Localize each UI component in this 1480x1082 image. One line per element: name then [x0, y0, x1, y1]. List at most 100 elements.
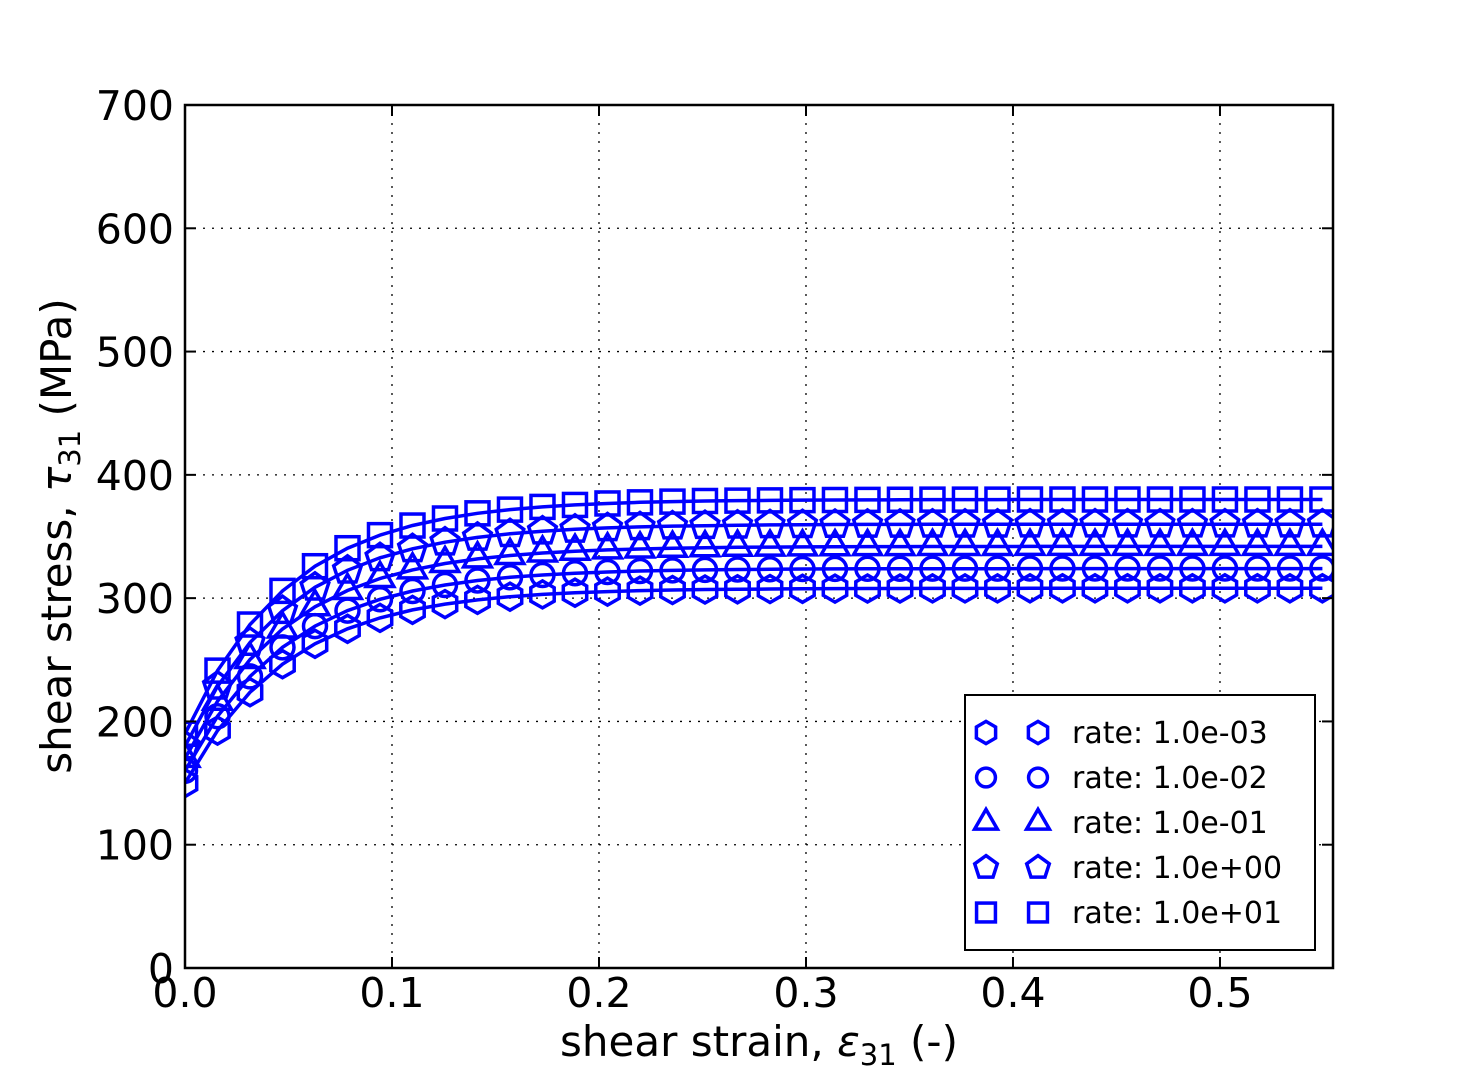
marker-circle [1276, 555, 1304, 582]
marker-triangle [753, 527, 787, 557]
marker-pentagon [1111, 507, 1144, 538]
marker-pentagon [429, 525, 461, 556]
marker-hexagon [1026, 719, 1050, 746]
marker-triangle [720, 527, 755, 558]
marker-square [886, 486, 914, 514]
marker-square [185, 720, 199, 748]
marker-square [691, 487, 719, 515]
marker-pentagon [916, 507, 949, 538]
marker-hexagon [561, 577, 589, 609]
x-axis-label-suffix: (-) [897, 1017, 958, 1066]
legend-label: rate: 1.0e-02 [1072, 761, 1268, 796]
marker-square [659, 488, 686, 515]
marker-pentagon [884, 507, 916, 538]
marker-triangle [185, 738, 202, 769]
marker-square [1276, 486, 1304, 513]
marker-circle [691, 556, 719, 584]
marker-square [1244, 486, 1271, 513]
marker-pentagon [624, 510, 656, 541]
legend-entry-pentagon: rate: 1.0e+00 [972, 851, 1282, 886]
x-axis-label-subscript: 31 [860, 1038, 897, 1072]
marker-square [399, 512, 426, 539]
legend-box [964, 694, 1316, 951]
marker-square [301, 552, 329, 580]
marker-square [464, 500, 491, 527]
marker-triangle [1175, 526, 1210, 557]
marker-hexagon [1179, 572, 1206, 604]
legend-entry-circle: rate: 1.0e-02 [974, 761, 1268, 796]
marker-hexagon [974, 719, 998, 746]
x-tick-label-0.5: 0.5 [1187, 969, 1252, 1017]
marker-triangle [558, 531, 592, 562]
marker-square [561, 491, 589, 519]
series-line-square [185, 497, 1323, 735]
marker-hexagon [1114, 572, 1141, 604]
y-axis-label-symbol: τ [32, 466, 81, 492]
marker-pentagon [1079, 507, 1111, 538]
x-axis-label-symbol: ε [837, 1017, 860, 1066]
marker-pentagon [689, 509, 721, 540]
marker-pentagon [364, 541, 396, 572]
marker-triangle [785, 527, 820, 557]
marker-hexagon [496, 581, 524, 613]
marker-pentagon [1046, 507, 1079, 538]
marker-triangle [265, 609, 300, 639]
marker-circle [756, 556, 784, 583]
y-tick-label-0: 0 [148, 945, 174, 993]
marker-square [1179, 486, 1206, 513]
marker-circle [1114, 555, 1141, 582]
marker-circle [1211, 555, 1239, 582]
marker-hexagon [1016, 572, 1044, 604]
x-tick-label-0.1: 0.1 [359, 969, 424, 1017]
marker-hexagon [1276, 572, 1304, 604]
marker-square [1309, 486, 1333, 513]
legend-label: rate: 1.0e+01 [1072, 896, 1282, 931]
y-axis-label-suffix: (MPa) [32, 298, 81, 430]
marker-triangle [590, 530, 625, 560]
marker-square [496, 496, 524, 523]
marker-pentagon [461, 520, 494, 551]
data-series [185, 486, 1333, 799]
marker-pentagon [494, 517, 526, 548]
marker-triangle [330, 570, 365, 601]
marker-square [204, 657, 231, 684]
marker-square [1081, 486, 1109, 513]
marker-hexagon [1211, 572, 1239, 604]
marker-triangle [850, 527, 885, 557]
marker-square [984, 486, 1011, 513]
marker-pentagon [819, 507, 851, 539]
marker-pentagon [754, 508, 786, 539]
marker-triangle [980, 526, 1015, 557]
y-tick-label-100: 100 [96, 822, 174, 870]
marker-hexagon [366, 602, 394, 634]
marker-square [1114, 486, 1141, 513]
marker-square [724, 487, 751, 514]
marker-square [919, 486, 946, 513]
marker-pentagon [331, 553, 364, 584]
marker-pentagon [721, 508, 754, 539]
series-line-pentagon [185, 522, 1323, 747]
marker-circle [886, 555, 914, 583]
marker-hexagon [951, 572, 979, 604]
marker-triangle [915, 526, 950, 557]
marker-hexagon [431, 588, 459, 620]
marker-pentagon [786, 508, 819, 539]
marker-circle [561, 559, 589, 587]
marker-pentagon [981, 507, 1014, 538]
marker-triangle [818, 527, 852, 557]
marker-hexagon [1146, 572, 1174, 604]
marker-pentagon [972, 853, 1000, 879]
legend-entry-hexagon: rate: 1.0e-03 [974, 716, 1268, 751]
marker-hexagon [1081, 572, 1109, 604]
marker-hexagon [529, 578, 556, 610]
y-tick-label-600: 600 [96, 205, 174, 253]
marker-circle [204, 703, 231, 730]
marker-hexagon [301, 628, 329, 660]
marker-hexagon [464, 584, 491, 616]
marker-square [789, 486, 816, 514]
x-tick-labels: 0.0 0.1 0.2 0.3 0.4 0.5 [152, 969, 1252, 1017]
legend: rate: 1.0e-03 rate: 1.0e-02 rate: 1.0e-01 r… [964, 694, 1316, 951]
marker-hexagon [1244, 572, 1271, 604]
marker-triangle [460, 539, 495, 569]
marker-circle [594, 558, 621, 586]
